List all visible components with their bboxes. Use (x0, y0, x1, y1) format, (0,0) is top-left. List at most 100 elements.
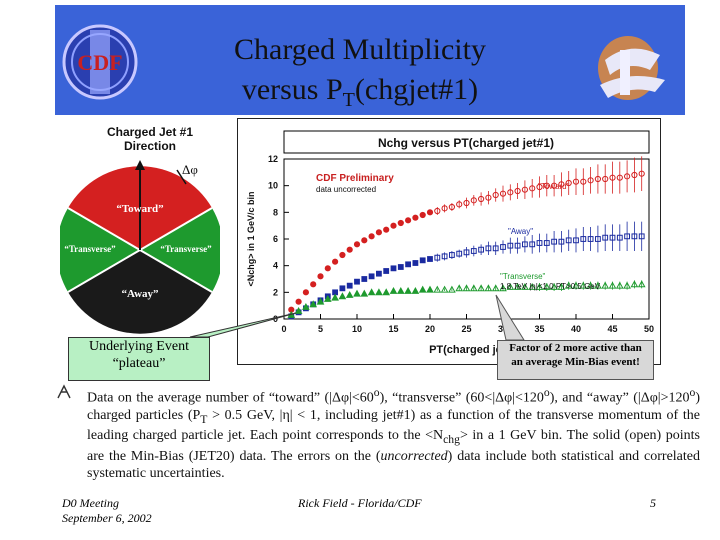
transverse-point (564, 281, 573, 289)
toward-point (390, 222, 397, 229)
x-tick-label: 30 (498, 324, 508, 334)
transverse-point (345, 290, 354, 298)
toward-point (551, 182, 558, 189)
toward-point (543, 182, 550, 189)
toward-series-label: "Toward" (538, 182, 570, 191)
away-point (573, 237, 579, 244)
transverse-point (637, 280, 646, 288)
transverse-point (462, 284, 471, 292)
transverse-point (433, 285, 442, 293)
transverse-point (323, 294, 332, 302)
transverse-point (302, 302, 310, 310)
transverse-point (499, 284, 507, 292)
away-point (631, 233, 638, 240)
transverse-point (630, 280, 639, 288)
transverse-point (477, 284, 485, 292)
transverse-point (572, 281, 580, 289)
away-point (595, 236, 601, 242)
away-point (419, 257, 426, 264)
away-point (397, 264, 404, 270)
away-point (361, 276, 368, 282)
transverse-point (338, 292, 347, 300)
away-point (522, 241, 528, 248)
x-tick-label: 0 (281, 324, 286, 334)
away-point (346, 282, 353, 289)
transverse-point (579, 281, 588, 289)
toward-point (412, 214, 419, 221)
toward-point (616, 174, 623, 181)
toward-point (339, 251, 346, 259)
away-point (456, 250, 463, 257)
away-point (427, 256, 433, 262)
transverse-point (557, 282, 566, 290)
y-tick-label: 12 (268, 154, 278, 164)
transverse-point (455, 284, 464, 292)
away-point (485, 245, 492, 252)
cdf-logo-text: CDF (77, 50, 122, 75)
x-tick-label: 35 (534, 324, 544, 334)
transverse-point (491, 284, 500, 292)
transverse-series-label: "Transverse" (500, 272, 546, 281)
transverse-point (506, 282, 515, 290)
transverse-point (521, 282, 529, 290)
transverse-point (382, 288, 391, 296)
toward-point (478, 195, 485, 203)
transverse-point (404, 286, 412, 294)
away-point (565, 237, 572, 244)
toward-point (426, 209, 434, 216)
transverse-point (594, 281, 602, 289)
y-tick-label: 4 (273, 261, 278, 271)
toward-point (470, 197, 477, 204)
transverse-point (542, 282, 551, 290)
transverse-point (535, 282, 544, 290)
away-point (434, 254, 441, 261)
transverse-point (316, 297, 325, 305)
toward-point (361, 237, 368, 244)
transverse-point (440, 285, 449, 293)
x-tick-label: 40 (571, 324, 581, 334)
away-point (602, 234, 609, 241)
y-tick-label: 2 (273, 287, 278, 297)
transverse-point (426, 285, 434, 293)
away-point (507, 242, 514, 249)
transverse-point (623, 281, 631, 289)
chart-title: Nchg versus PT(charged jet#1) (378, 136, 554, 150)
x-tick-label: 5 (318, 324, 323, 334)
transverse-point (389, 286, 398, 294)
toward-point (521, 186, 528, 193)
toward-point (368, 233, 375, 240)
toward-point (419, 211, 426, 219)
away-point (376, 270, 382, 277)
away-point (609, 234, 616, 241)
y-tick-label: 6 (273, 234, 278, 244)
toward-point (624, 173, 631, 180)
footer-page-number: 5 (650, 496, 656, 510)
uncorrected-label: data uncorrected (316, 185, 376, 194)
transverse-point (309, 300, 318, 308)
transverse-point (608, 281, 617, 289)
toward-point (602, 175, 609, 183)
toward-point (594, 175, 601, 183)
toward-point (638, 170, 645, 177)
y-tick-label: 8 (273, 207, 278, 217)
cdf-logo: CDF (62, 24, 138, 100)
away-point (412, 260, 419, 266)
away-point (463, 249, 470, 256)
toward-point (448, 203, 455, 211)
toward-point (324, 265, 331, 272)
x-tick-label: 45 (607, 324, 617, 334)
transverse-point (418, 285, 427, 293)
transverse-point (367, 288, 376, 296)
slide-title: Charged Multiplicity versus PT(chgjet#1) (150, 30, 570, 120)
title-line-2: versus PT(chgjet#1) (241, 73, 479, 111)
transverse-right-label: “Transverse” (160, 244, 212, 254)
transverse-point (375, 288, 383, 296)
toward-point (434, 207, 441, 215)
toward-point (295, 298, 302, 305)
transverse-point (484, 284, 493, 292)
away-point (587, 236, 594, 242)
plateau-callout: Underlying Event “plateau” (68, 337, 210, 381)
x-tick-label: 20 (425, 324, 435, 334)
toward-point (492, 191, 499, 199)
factor-callout: Factor of 2 more active than an average … (497, 340, 654, 380)
